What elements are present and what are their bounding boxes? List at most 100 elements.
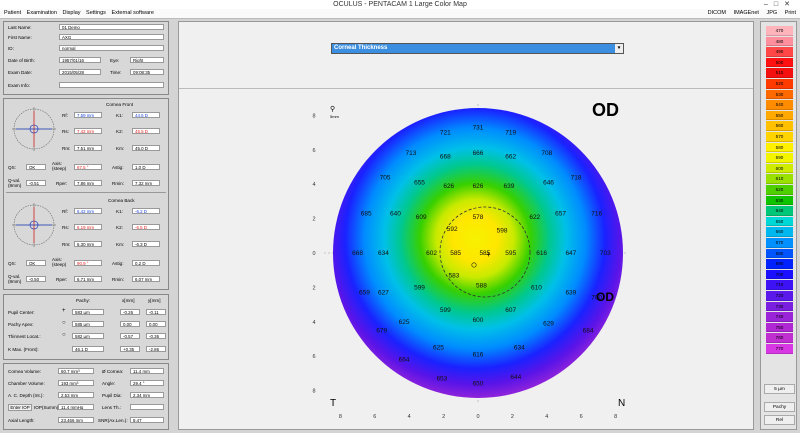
first-name-label: First Name: xyxy=(8,35,32,40)
back-qs-label: QS: xyxy=(8,261,16,266)
scale-swatch: 770 xyxy=(766,344,793,354)
back-astig-label: Astig: xyxy=(112,261,124,266)
iop-summ-label: IOP(Summ) xyxy=(34,405,59,410)
map-value-label: 592 xyxy=(447,226,458,233)
scale-swatch: 760 xyxy=(766,333,793,343)
map-value-label: 708 xyxy=(541,150,552,157)
pupil-dashed-circle xyxy=(439,206,531,298)
scale-swatch: 500 xyxy=(766,57,793,68)
back-qval-field: -0.50 xyxy=(26,276,46,282)
map-value-label: 585 xyxy=(450,250,461,257)
front-qs-field: OK xyxy=(26,164,46,170)
pachy-row-x: 0.00 xyxy=(120,321,140,327)
x-tick-label: 8 xyxy=(614,414,617,420)
back-rmin-label: Rmin: xyxy=(112,277,124,282)
map-type-dropdown[interactable]: Corneal Thickness ▾ xyxy=(331,43,624,54)
zoom-icon[interactable]: ⚲ xyxy=(330,105,335,113)
map-value-label: 719 xyxy=(505,130,516,137)
rel-scale-button[interactable]: Rel xyxy=(764,415,795,425)
front-rmin-label: Rmin: xyxy=(112,181,124,186)
cornea-diameter-label: Ø Cornea: xyxy=(102,369,124,374)
chevron-down-icon[interactable]: ▾ xyxy=(615,44,623,53)
pachy-panel: Pachy: x[mm] y[mm] + Pupil Center: 583 µ… xyxy=(3,294,169,360)
y-tick-label: 4 xyxy=(312,182,315,188)
back-rm-field: 6.30 mm xyxy=(74,241,102,247)
map-value-label: 705 xyxy=(380,174,391,181)
chamber-volume-label: Chamber Volume: xyxy=(8,381,45,386)
eye-field[interactable]: Right xyxy=(130,57,164,63)
menu-jpg[interactable]: JPG xyxy=(766,10,778,16)
map-value-label: 578 xyxy=(473,214,484,221)
cornea-front-axis-diagram xyxy=(12,107,56,151)
back-k1-label: K1: xyxy=(116,209,123,214)
menu-imagenet[interactable]: IMAGEnet xyxy=(733,10,759,16)
dob-field[interactable]: 1957/01/16 xyxy=(59,57,101,63)
enter-iop-button[interactable]: Enter IOP xyxy=(8,404,32,411)
pachy-row-y: 0.00 xyxy=(146,321,166,327)
x-tick-label: 2 xyxy=(511,414,514,420)
scale-swatch: 610 xyxy=(766,174,793,184)
map-value-label: 609 xyxy=(416,214,427,221)
map-value-label: 607 xyxy=(505,307,516,314)
exam-date-field[interactable]: 2015/05/28 xyxy=(59,69,101,75)
scale-swatch: 580 xyxy=(766,142,793,153)
map-value-label: 685 xyxy=(361,210,372,217)
map-value-label: 644 xyxy=(510,374,521,381)
exam-info-label: Exam Info: xyxy=(8,83,30,88)
map-value-label: 616 xyxy=(473,351,484,358)
back-rmin-field: 6.07 mm xyxy=(132,276,160,282)
cornea-panel: Cornea Front Rf: 7.59 mm K1: 44.5 D Rs: … xyxy=(3,98,169,290)
back-km-label: Km: xyxy=(116,242,125,247)
map-value-label: 655 xyxy=(414,179,425,186)
menu-display[interactable]: Display xyxy=(62,10,81,16)
pachy-scale-button[interactable]: Pachy xyxy=(764,402,795,412)
front-km-field: 45.0 D xyxy=(132,145,160,151)
exam-info-field[interactable] xyxy=(59,82,164,88)
id-field[interactable]: normal xyxy=(59,45,164,51)
pachy-row-label: K Max. (Front): xyxy=(8,347,39,352)
window-title-bar: OCULUS - PENTACAM 1 Large Color Map –□✕ xyxy=(0,0,800,9)
eye-indicator-small: OD xyxy=(596,290,614,304)
time-field[interactable]: 09:08:35 xyxy=(130,69,164,75)
temporal-label: T xyxy=(330,398,336,409)
front-rf-field: 7.59 mm xyxy=(74,112,102,118)
menu-dicom[interactable]: DICOM xyxy=(707,10,727,16)
x-tick-label: 6 xyxy=(373,414,376,420)
pupil-dia-field: 2.34 mm xyxy=(130,392,164,398)
cornea-back-axis-diagram xyxy=(12,203,56,247)
front-rm-field: 7.51 mm xyxy=(74,145,102,151)
scale-swatch: 470 xyxy=(766,26,793,36)
last-name-field[interactable]: 01 Demo xyxy=(59,24,164,30)
window-controls[interactable]: –□✕ xyxy=(764,1,796,8)
cornea-volume-label: Cornea Volume: xyxy=(8,369,41,374)
pachy-row-x: -0.57 xyxy=(120,333,140,339)
y-tick-label: 0 xyxy=(312,251,315,257)
iop-field[interactable]: 11.4 mmHg xyxy=(58,404,94,410)
menu-external-software[interactable]: External software xyxy=(111,10,154,16)
pachy-col-y: y[mm] xyxy=(148,298,161,303)
map-value-label: 721 xyxy=(440,130,451,137)
menu-bar: Patient Examination Display Settings Ext… xyxy=(0,9,800,19)
color-scale-panel: 470 480 490 500 510 520 530 540 550 560 570 580 590 6… xyxy=(760,21,797,430)
x-tick-label: 4 xyxy=(545,414,548,420)
scale-unit-label[interactable]: 5 µm xyxy=(764,384,795,394)
menu-settings[interactable]: Settings xyxy=(86,10,106,16)
y-tick-label: 4 xyxy=(312,320,315,326)
pachy-row-value: 46.1 D xyxy=(72,346,104,352)
map-value-label: 666 xyxy=(473,150,484,157)
menu-patient[interactable]: Patient xyxy=(4,10,22,16)
front-rf-label: Rf: xyxy=(62,113,68,118)
menu-print[interactable]: Print xyxy=(784,10,796,16)
nasal-label: N xyxy=(618,398,625,409)
map-value-label: 684 xyxy=(583,327,594,334)
pachy-col-pachy: Pachy: xyxy=(76,298,91,303)
map-separator xyxy=(179,88,753,89)
lens-thickness-label: Lens Th.: xyxy=(102,405,122,410)
first-name-field[interactable]: AXG xyxy=(59,34,164,40)
menu-examination[interactable]: Examination xyxy=(26,10,57,16)
x-tick-label: 4 xyxy=(408,414,411,420)
scale-swatch: 540 xyxy=(766,100,793,110)
map-value-label: 602 xyxy=(426,250,437,257)
pachy-row-y: -2.86 xyxy=(146,346,166,352)
